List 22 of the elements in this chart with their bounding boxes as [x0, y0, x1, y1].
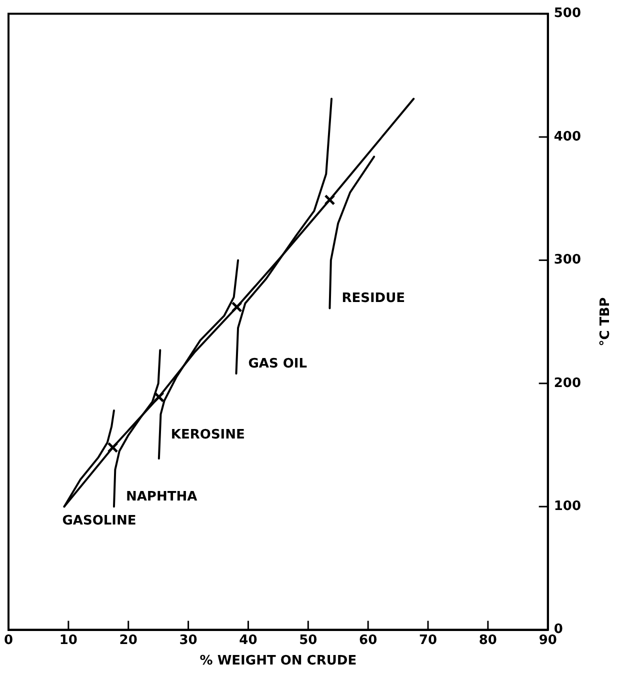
- x-tick-label: 40: [239, 632, 258, 648]
- x-axis-title: % WEIGHT ON CRUDE: [200, 654, 357, 669]
- x-tick-label: 10: [59, 632, 78, 648]
- series-label: NAPHTHA: [126, 490, 198, 505]
- series-label: RESIDUE: [342, 291, 406, 306]
- y-axis-title: °C TBP: [598, 297, 614, 346]
- y-tick-label: 500: [554, 6, 582, 22]
- x-tick-label: 30: [179, 632, 198, 648]
- series-label: KEROSINE: [170, 428, 245, 443]
- x-tick-label: 60: [359, 632, 378, 648]
- y-tick-label: 400: [554, 129, 582, 144]
- series-label: GASOLINE: [62, 513, 136, 528]
- y-tick-label: 100: [554, 498, 582, 514]
- x-tick-label: 20: [119, 632, 138, 648]
- y-tick-label: 300: [554, 252, 582, 268]
- y-tick-label: 200: [554, 376, 582, 391]
- x-tick-label: 0: [4, 632, 14, 648]
- series-label: GAS OIL: [248, 356, 308, 372]
- x-tick-label: 50: [299, 632, 318, 648]
- x-tick-label: 90: [538, 632, 557, 648]
- x-tick-label: 70: [418, 632, 438, 648]
- x-tick-label: 80: [478, 632, 497, 648]
